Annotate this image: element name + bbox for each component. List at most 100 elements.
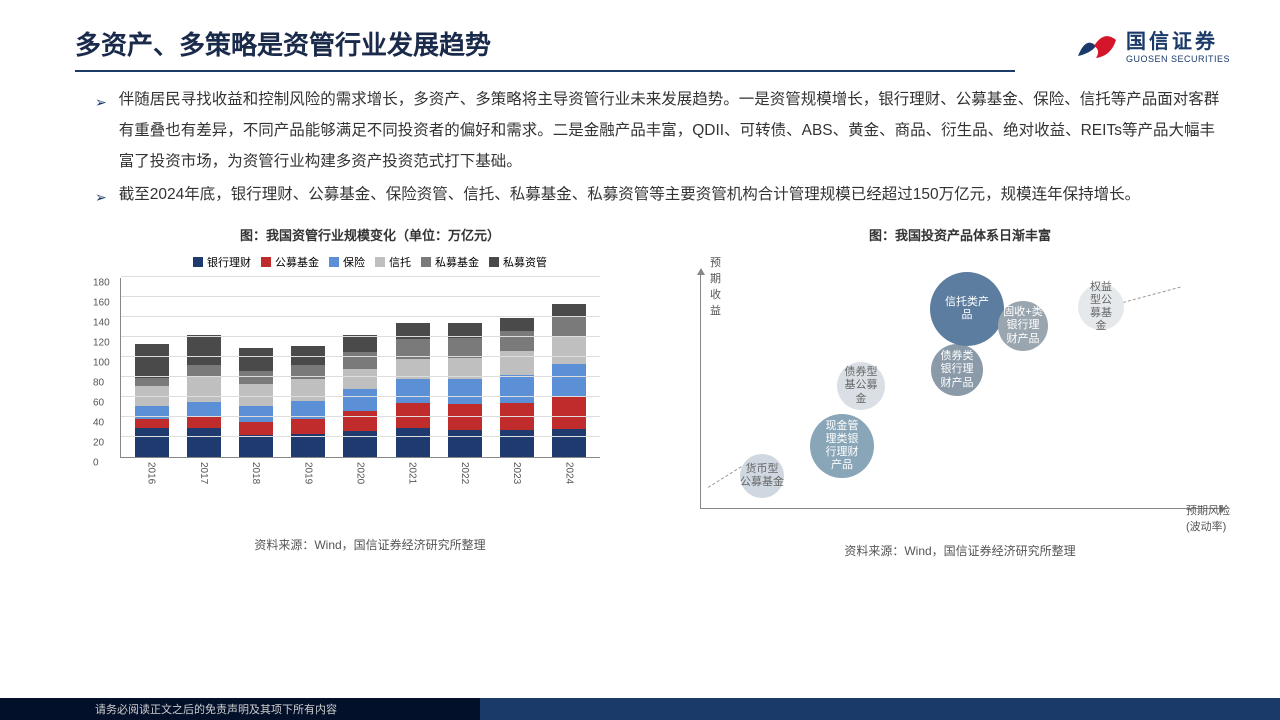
ytick: 120 <box>93 338 110 349</box>
xlabel: 2022 <box>459 462 470 484</box>
bar-column <box>135 344 169 457</box>
bubble-node: 现金管理类银行理财产品 <box>810 414 874 478</box>
bubble-node: 债券类银行理财产品 <box>931 344 983 396</box>
xlabel: 2020 <box>354 462 365 484</box>
bubble-node: 信托类产品 <box>930 272 1004 346</box>
bubble-plot: 预期收益 预期风险(波动率) 货币型公募基金现金管理类银行理财产品债券型基公募金… <box>680 254 1230 534</box>
ytick: 180 <box>93 278 110 289</box>
ytick: 100 <box>93 358 110 369</box>
bar-segment <box>291 419 325 434</box>
bar-chart-title: 图：我国资管行业规模变化（单位：万亿元） <box>90 225 650 244</box>
logo-icon <box>1076 28 1118 62</box>
footer-bar: 请务必阅读正文之后的免责声明及其项下所有内容 <box>0 698 1280 720</box>
bar-xlabels: 201620172018201920202021202220232024 <box>120 458 600 484</box>
bar-segment <box>448 430 482 457</box>
xlabel: 2016 <box>146 462 157 484</box>
bullet-text: 伴随居民寻找收益和控制风险的需求增长，多资产、多策略将主导资管行业未来发展趋势。… <box>119 84 1220 177</box>
bar-source: 资料来源：Wind，国信证券经济研究所整理 <box>90 536 650 553</box>
bar-segment <box>135 419 169 428</box>
legend-swatch <box>489 257 499 267</box>
bubble-node: 权益型公募基金 <box>1078 284 1124 330</box>
bar-segment <box>239 435 273 457</box>
bar-segment <box>291 379 325 401</box>
bar-segment <box>343 335 377 352</box>
logo-en: GUOSEN SECURITIES <box>1126 54 1230 64</box>
legend-swatch <box>375 257 385 267</box>
bar-segment <box>187 376 221 402</box>
legend-label: 银行理财 <box>207 254 251 270</box>
ytick: 0 <box>93 458 99 469</box>
logo-cn: 国信证券 <box>1126 25 1230 54</box>
bullet-item: ➢截至2024年底，银行理财、公募基金、保险资管、信托、私募基金、私募资管等主要… <box>95 179 1220 211</box>
bar-segment <box>239 406 273 422</box>
bar-segment <box>135 378 169 386</box>
bar-segment <box>500 375 534 403</box>
legend-label: 保险 <box>343 254 365 270</box>
bullet-item: ➢伴随居民寻找收益和控制风险的需求增长，多资产、多策略将主导资管行业未来发展趋势… <box>95 84 1220 177</box>
legend-item: 公募基金 <box>261 254 319 270</box>
bar-segment <box>500 331 534 351</box>
ytick: 80 <box>93 378 104 389</box>
legend-item: 私募基金 <box>421 254 479 270</box>
bar-segment <box>448 404 482 430</box>
bar-segment <box>343 389 377 411</box>
legend-swatch <box>329 257 339 267</box>
bar-legend: 银行理财 公募基金 保险 信托私募基金 私募资管 <box>90 254 650 270</box>
legend-swatch <box>261 257 271 267</box>
xlabel: 2018 <box>250 462 261 484</box>
bar-segment <box>500 351 534 375</box>
bar-segment <box>396 428 430 457</box>
bar-segment <box>239 422 273 435</box>
bar-segment <box>291 434 325 457</box>
legend-label: 信托 <box>389 254 411 270</box>
bubble-xlabel: 预期风险(波动率) <box>1186 502 1230 534</box>
legend-swatch <box>193 257 203 267</box>
bar-segment <box>343 369 377 389</box>
bar-column <box>552 304 586 457</box>
bullet-arrow-icon: ➢ <box>95 183 107 211</box>
xlabel: 2021 <box>407 462 418 484</box>
bar-segment <box>135 344 169 378</box>
bullet-arrow-icon: ➢ <box>95 88 107 177</box>
legend-item: 银行理财 <box>193 254 251 270</box>
bar-column <box>239 348 273 457</box>
bar-segment <box>343 411 377 431</box>
bar-segment <box>239 348 273 371</box>
bubble-node: 固收+类银行理财产品 <box>998 301 1048 351</box>
logo: 国信证券 GUOSEN SECURITIES <box>1076 25 1230 64</box>
bar-segment <box>135 428 169 457</box>
bar-segment <box>552 337 586 364</box>
bars-container <box>121 278 600 457</box>
ytick: 160 <box>93 298 110 309</box>
legend-label: 私募资管 <box>503 254 547 270</box>
footer-text: 请务必阅读正文之后的免责声明及其项下所有内容 <box>0 698 480 720</box>
xlabel: 2024 <box>563 462 574 484</box>
bar-segment <box>396 379 430 403</box>
ytick: 60 <box>93 398 104 409</box>
ytick: 140 <box>93 318 110 329</box>
bubble-chart-title: 图：我国投资产品体系日渐丰富 <box>680 225 1240 244</box>
bar-segment <box>135 406 169 419</box>
bar-segment <box>552 397 586 429</box>
bar-segment <box>343 431 377 457</box>
legend-item: 私募资管 <box>489 254 547 270</box>
bar-column <box>291 346 325 457</box>
bar-segment <box>448 338 482 358</box>
bar-segment <box>187 335 221 365</box>
bar-segment <box>552 364 586 397</box>
bar-segment <box>239 371 273 384</box>
bullet-list: ➢伴随居民寻找收益和控制风险的需求增长，多资产、多策略将主导资管行业未来发展趋势… <box>0 72 1280 211</box>
bubble-source: 资料来源：Wind，国信证券经济研究所整理 <box>680 542 1240 559</box>
bar-segment <box>500 318 534 331</box>
legend-swatch <box>421 257 431 267</box>
legend-item: 信托 <box>375 254 411 270</box>
bubble-ylabel: 预期收益 <box>710 254 722 318</box>
bar-segment <box>187 417 221 428</box>
bar-segment <box>552 317 586 337</box>
xlabel: 2019 <box>302 462 313 484</box>
bar-segment <box>239 384 273 406</box>
bubble-node: 债券型基公募金 <box>837 362 885 410</box>
ytick: 20 <box>93 438 104 449</box>
legend-label: 公募基金 <box>275 254 319 270</box>
ytick: 40 <box>93 418 104 429</box>
